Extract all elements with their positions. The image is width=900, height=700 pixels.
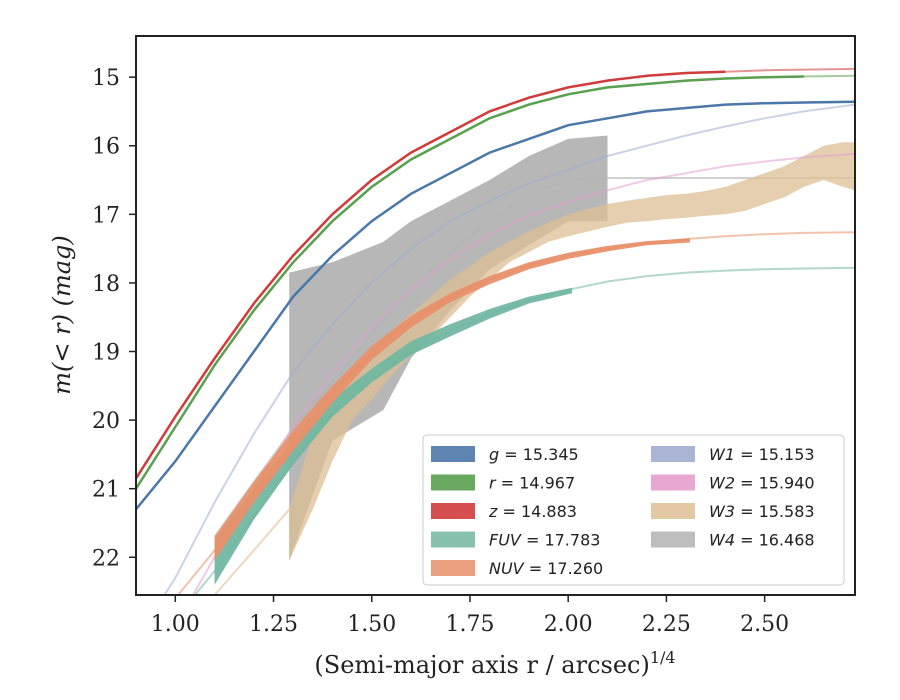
legend-label: NUV = 17.260 (489, 559, 603, 578)
legend-swatch (431, 503, 475, 519)
y-tick-label: 19 (92, 341, 120, 366)
legend-item-g: g = 15.345 (431, 445, 579, 464)
y-axis-label: m(< r) (mag) (48, 235, 76, 394)
legend-swatch (431, 560, 475, 576)
legend-label: z = 14.883 (488, 502, 577, 521)
y-tick-label: 15 (92, 66, 120, 91)
legend-item-z: z = 14.883 (431, 502, 577, 521)
legend-item-nuv: NUV = 17.260 (431, 559, 603, 578)
legend-item-w1: W1 = 15.153 (651, 445, 815, 464)
y-tick-label: 17 (92, 203, 120, 228)
x-axis-label: (Semi-major axis r / arcsec)1/4 (314, 648, 675, 679)
legend-swatch (651, 503, 695, 519)
x-tick-label: 1.75 (445, 612, 494, 637)
legend-item-w2: W2 = 15.940 (651, 474, 815, 493)
x-tick-label: 1.50 (347, 612, 396, 637)
legend-label: r = 14.967 (489, 474, 575, 493)
legend-label: FUV = 17.783 (489, 531, 600, 550)
x-tick-label: 1.00 (151, 612, 200, 637)
legend: g = 15.345 r = 14.967 z = 14.883 FUV = 17.7… (422, 434, 845, 586)
legend-item-r: r = 14.967 (431, 474, 575, 493)
x-tick-label: 2.00 (544, 612, 593, 637)
y-tick-label: 20 (92, 409, 120, 434)
legend-label: g = 15.345 (489, 445, 579, 464)
legend-swatch (431, 474, 475, 491)
plot-frame (135, 35, 856, 596)
series-z-line (136, 70, 726, 480)
legend-item-fuv: FUV = 17.783 (431, 531, 600, 550)
legend-label: W3 = 15.583 (709, 502, 815, 521)
legend-label: W1 = 15.153 (709, 445, 815, 464)
legend-swatch (651, 446, 695, 462)
legend-label: W2 = 15.940 (709, 474, 815, 493)
y-tick-label: 22 (92, 546, 120, 571)
series-w1-model-line (163, 103, 855, 595)
legend-item-w3: W3 = 15.583 (651, 502, 815, 521)
y-tick-label: 18 (92, 272, 120, 297)
legend-box (422, 434, 845, 586)
legend-swatch (651, 474, 695, 491)
y-tick-label: 16 (92, 135, 120, 160)
legend-label: W4 = 16.468 (709, 531, 815, 550)
axes: 1.00 1.25 1.50 1.75 2.00 2.25 2.50 15 16 17 18 19 20… (92, 66, 789, 637)
legend-swatch (431, 446, 475, 462)
y-tick-label: 21 (92, 478, 120, 503)
series-g-line (136, 100, 855, 511)
legend-swatch (431, 531, 475, 548)
series-r-line (136, 75, 804, 490)
series-w3-line (213, 508, 290, 595)
plot-area (136, 67, 855, 595)
x-tick-label: 1.25 (249, 612, 298, 637)
x-tick-label: 2.50 (740, 612, 789, 637)
legend-swatch (651, 531, 695, 548)
x-tick-label: 2.25 (642, 612, 691, 637)
legend-item-w4: W4 = 16.468 (651, 531, 815, 550)
